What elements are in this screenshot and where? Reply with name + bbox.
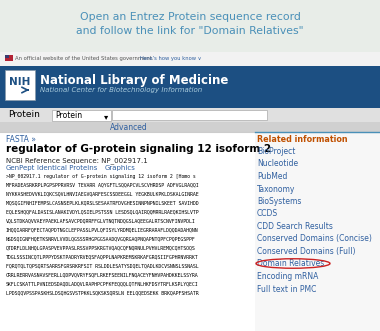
Text: Encoding mRNA: Encoding mRNA xyxy=(257,272,318,281)
Text: Conserved Domains (Full): Conserved Domains (Full) xyxy=(257,247,356,256)
Text: MQSQGIFNHIFEMPSLCASNSEPLKLKQRSLSESAATRFDVGHESINNPNPNILSKEET SAVIHDD: MQSQGIFNHIFEMPSLCASNSEPLKLKQRSLSESAATRFD… xyxy=(6,200,199,205)
Text: GenPept: GenPept xyxy=(6,165,35,171)
Text: National Center for Biotechnology Information: National Center for Biotechnology Inform… xyxy=(40,87,202,93)
Text: CDD Search Results: CDD Search Results xyxy=(257,222,333,231)
Text: NSDSQIGNFHQETKSNRVLVVDLQGSSSRHGPGGSAADQVGQRGAQPNQAPNTQPFCPQPEGSPPF: NSDSQIGNFHQETKSNRVLVVDLQGSSSRHGPGGSAADQV… xyxy=(6,236,196,241)
Text: An official website of the United States government.: An official website of the United States… xyxy=(15,56,154,61)
Bar xyxy=(112,110,267,120)
Text: Related information: Related information xyxy=(257,135,348,144)
Text: NIH: NIH xyxy=(9,77,30,87)
Bar xyxy=(0,122,380,132)
Text: and follow the link for "Domain Relatives": and follow the link for "Domain Relative… xyxy=(76,26,304,36)
Text: CRRLRERRVASNAVSFERLLQDPVQVRYFSQFLRKEFSEENILFNQACEYFNHVPAHDKKELSSYRA: CRRLRERRVASNAVSFERLLQDPVQVRYFSQFLRKEFSEE… xyxy=(6,272,199,277)
Text: VQLSTDKAQVVAEYPAEKLAFSAVCPDQRRFFGLVTNQTNDQGSLAQEEGALRTSCNVFINVPDLI: VQLSTDKAQVVAEYPAEKLAFSAVCPDQRRFFGLVTNQTN… xyxy=(6,218,196,223)
Text: Conserved Domains (Concise): Conserved Domains (Concise) xyxy=(257,234,372,244)
Bar xyxy=(255,132,380,331)
Text: ▾: ▾ xyxy=(104,112,108,121)
Text: NYKKASHEDVVKLIQKCSQVLHNVIAEGVQARFESCSSDEEGGL YEGKBULKPKLDSKALGINRAE: NYKKASHEDVVKLIQKCSQVLHNVIAEGVQARFESCSSDE… xyxy=(6,191,199,196)
Text: SKFLCSKATTLPVNIEDSDAQDLADQVLRAPHPCPFKFEQQQLQTFNLHKFDSYTRFLKSPLYQECI: SKFLCSKATTLPVNIEDSDAQDLADQVLRAPHPCPFKFEQ… xyxy=(6,281,199,286)
Text: IHQQIARRFQFECTAQPDTNGCLEFPASSLPVLQFISYLYRDMQELIEGRRARAFLDQQDADAHQNN: IHQQIARRFQFECTAQPDTNGCLEFPASSLPVLQFISYLY… xyxy=(6,227,199,232)
Text: EQLESHQQFALDASISLANAKIVDYLQSIELPSTSSN LESDSQLQAIRQQMRRLRAEQKIHSLVTP: EQLESHQQFALDASISLANAKIVDYLQSIELPSTSSN LE… xyxy=(6,209,199,214)
Text: Here’s how you know ∨: Here’s how you know ∨ xyxy=(140,56,201,61)
Text: Open an Entrez Protein sequence record: Open an Entrez Protein sequence record xyxy=(79,12,301,22)
Text: BioSystems: BioSystems xyxy=(257,197,301,206)
Bar xyxy=(0,108,380,122)
Bar xyxy=(0,0,380,65)
Text: Taxonomy: Taxonomy xyxy=(257,184,295,194)
Text: regulator of G-protein signaling 12 isoform 2: regulator of G-protein signaling 12 isof… xyxy=(6,144,271,154)
Bar xyxy=(5,55,13,61)
Text: >NP_002917.1 regulator of G-protein signaling 12 isoform 2 [Homo s: >NP_002917.1 regulator of G-protein sign… xyxy=(6,173,196,179)
Text: MFRADEASRKRPLPGPSPPRVRSV TEVARR AQYGFTLSQQAPCVLSCVHRDSP ADFVGLRAQQI: MFRADEASRKRPLPGPSPPRVRSV TEVARR AQYGFTLS… xyxy=(6,182,199,187)
Text: CCDS: CCDS xyxy=(257,210,278,218)
Text: LPDSQQVPSSPASKHSLDSQHGSVSTPKKLSQKSKSQRSLN EELQQEDSEKK BRKQAPFSHSATR: LPDSQQVPSSPASKHSLDSQHGSVSTPKKLSQKSKSQRSL… xyxy=(6,290,199,295)
Text: Protein: Protein xyxy=(55,112,82,120)
Text: Advanced: Advanced xyxy=(110,123,148,132)
Text: National Library of Medicine: National Library of Medicine xyxy=(40,74,228,87)
Text: Full text in PMC: Full text in PMC xyxy=(257,285,317,294)
Bar xyxy=(0,52,380,66)
Text: Domain Relatives: Domain Relatives xyxy=(257,260,324,268)
Bar xyxy=(5,55,9,58)
Text: Identical Proteins: Identical Proteins xyxy=(37,165,98,171)
Text: FQRQTQLTQPSQRTSARRSFGRSRKRFSIT RSLDDLESATYSDQELTQADLKDCVSNNSLSSNASL: FQRQTQLTQPSQRTSARRSFGRSRKRFSIT RSLDDLESA… xyxy=(6,263,199,268)
Text: Graphics: Graphics xyxy=(105,165,135,171)
Text: NCBI Reference Sequence: NP_002917.1: NCBI Reference Sequence: NP_002917.1 xyxy=(6,157,148,164)
FancyBboxPatch shape xyxy=(52,110,111,120)
Text: QTDRFLDLNHQLGPASPVEVPPASLRSSVPPSKRGTVQAQCQFNQRNULPVHVLREMQCQHTSOQS: QTDRFLDLNHQLGPASPVEVPPASLRSSVPPSKRGTVQAQ… xyxy=(6,245,196,250)
Text: BioProject: BioProject xyxy=(257,147,295,156)
Bar xyxy=(0,66,380,108)
Text: Nucleotide: Nucleotide xyxy=(257,160,298,168)
Bar xyxy=(5,70,35,100)
Text: FASTA »: FASTA » xyxy=(6,135,36,144)
Text: TDGLSSSINCQTLPPPYDSKTPADRYRVEQSFAQPPLNAPKREMSKRKAFGRQSIIFGPHRNVRRKT: TDGLSSSINCQTLPPPYDSKTPADRYRVEQSFAQPPLNAP… xyxy=(6,254,199,259)
Text: PubMed: PubMed xyxy=(257,172,287,181)
Text: Protein: Protein xyxy=(8,110,40,119)
